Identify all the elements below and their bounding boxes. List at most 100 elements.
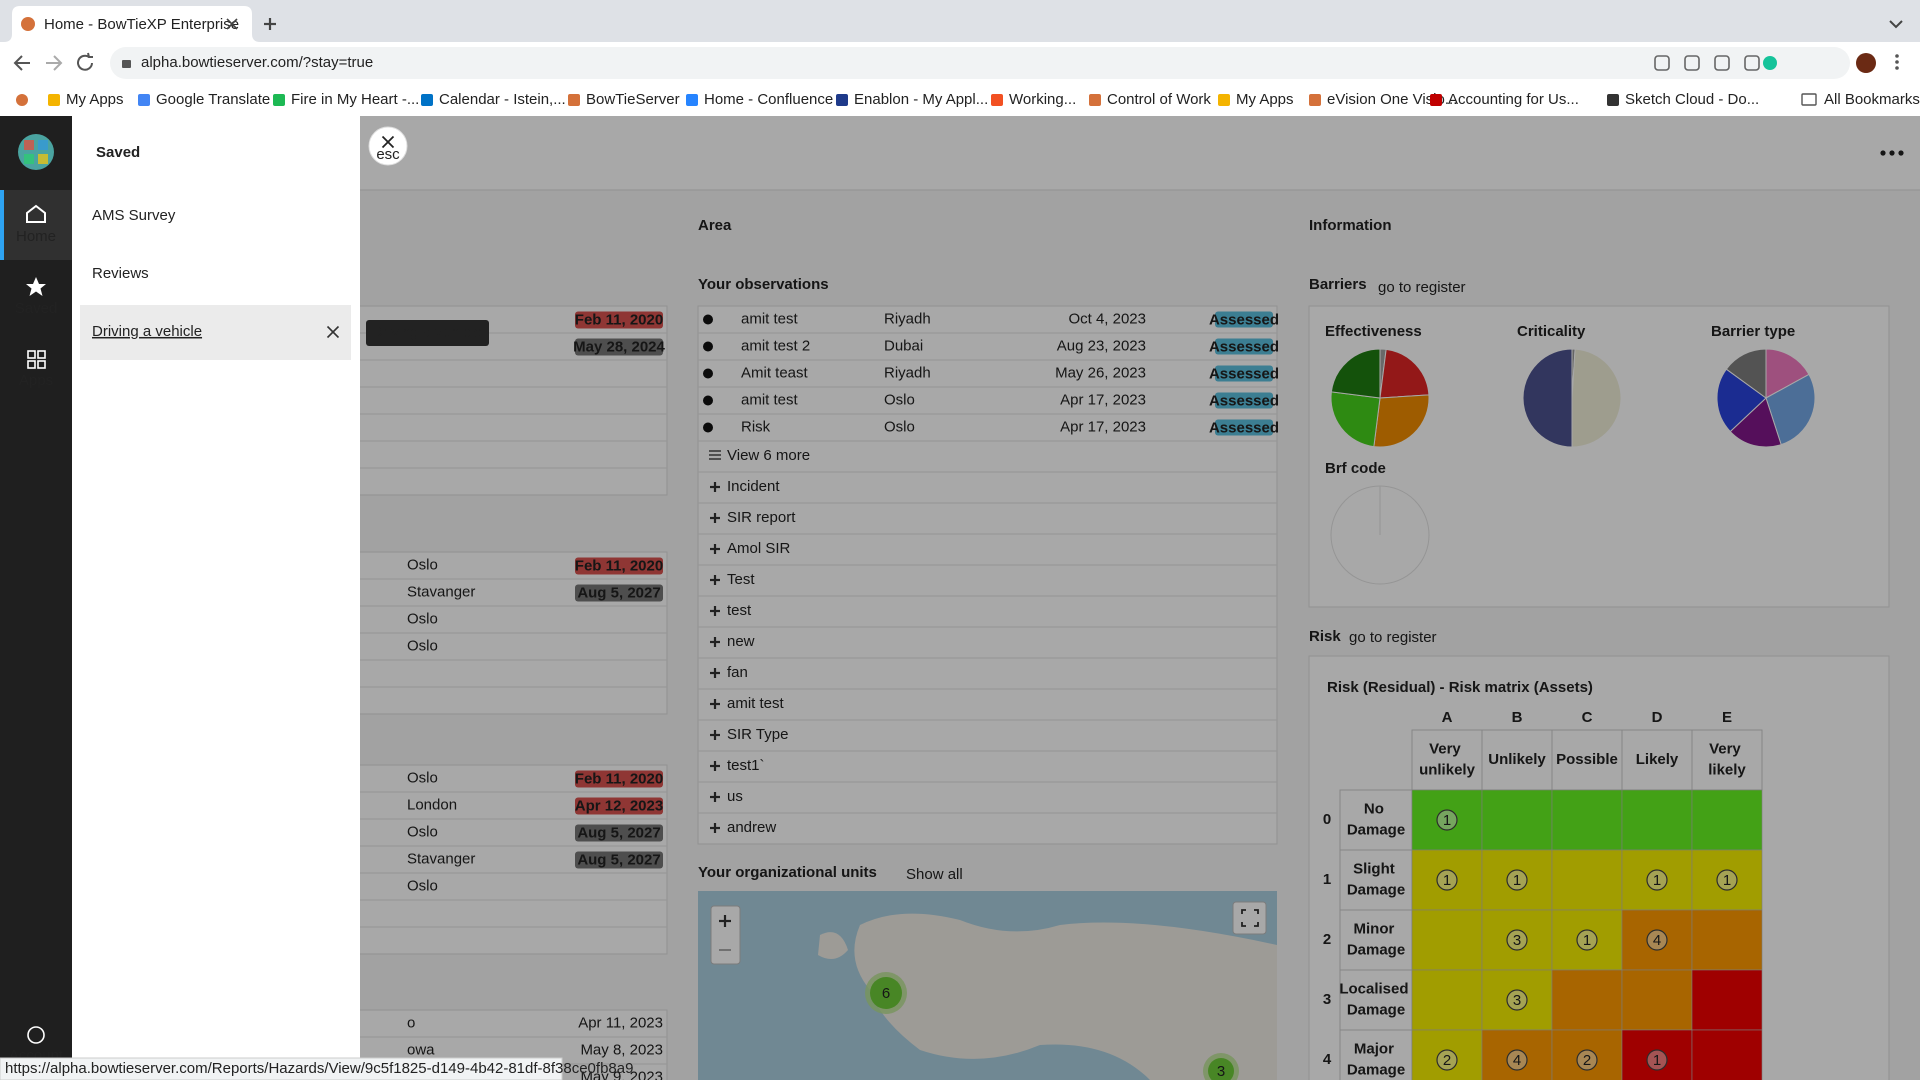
matrix-cell <box>1691 969 1763 1031</box>
bookmark[interactable]: Working... <box>1009 91 1076 108</box>
bookmark[interactable]: My Apps <box>66 91 124 108</box>
add-item[interactable]: test1` <box>727 757 765 774</box>
matrix-cell <box>1551 969 1623 1031</box>
row-location: Stavanger <box>407 583 475 600</box>
bookmark[interactable]: Control of Work <box>1107 91 1211 108</box>
observation-location: Riyadh <box>884 364 931 381</box>
zoom-control <box>710 905 741 965</box>
close-icon <box>381 135 395 149</box>
count-badge <box>1576 1049 1598 1071</box>
bookmark-icon <box>1607 94 1619 106</box>
observation-date: Oct 4, 2023 <box>1068 310 1146 327</box>
add-item[interactable]: amit test <box>727 695 785 712</box>
bookmark[interactable]: Google Translate <box>156 91 270 108</box>
subsection-title: Risk <box>1309 628 1341 645</box>
count-text[interactable]: 3 <box>1513 992 1521 1009</box>
toolbar-icon <box>1684 55 1700 71</box>
register-link[interactable]: go to register <box>1349 629 1437 646</box>
count-badge <box>1646 869 1668 891</box>
close-button[interactable] <box>368 126 408 166</box>
observation-link[interactable]: Risk <box>741 418 771 435</box>
count-text[interactable]: 1 <box>1653 872 1661 889</box>
count-text[interactable]: 1 <box>1443 812 1451 829</box>
bookmark[interactable]: Sketch Cloud - Do... <box>1625 91 1759 108</box>
count-text[interactable]: 1 <box>1513 872 1521 889</box>
row-label: No Damage <box>1347 800 1405 838</box>
add-item[interactable]: Amol SIR <box>727 540 791 557</box>
observation-link[interactable]: Amit teast <box>741 364 809 381</box>
active-tab <box>4 6 260 42</box>
observation-link[interactable]: amit test <box>741 310 799 327</box>
reload-icon <box>77 52 93 71</box>
register-link[interactable]: go to register <box>1378 279 1466 296</box>
row-index: 2 <box>1323 931 1331 948</box>
date-badge <box>575 824 663 842</box>
observation-link[interactable]: amit test <box>741 391 799 408</box>
add-item[interactable]: andrew <box>727 819 776 836</box>
saved-item[interactable]: AMS Survey <box>92 207 176 224</box>
bookmark[interactable]: Fire in My Heart -... <box>291 91 419 108</box>
view-more[interactable]: View 6 more <box>727 447 810 464</box>
logo <box>18 134 54 170</box>
count-text[interactable]: 1 <box>1443 872 1451 889</box>
bookmark[interactable]: Home - Confluence <box>704 91 833 108</box>
logo-tile <box>38 140 48 150</box>
add-item[interactable]: fan <box>727 664 748 681</box>
row-date: May 8, 2023 <box>580 1041 663 1058</box>
add-item[interactable]: test <box>727 602 752 619</box>
add-item[interactable]: Test <box>727 571 755 588</box>
add-item[interactable]: new <box>727 633 755 650</box>
saved-item[interactable]: Driving a vehicle <box>92 323 202 340</box>
bookmark-folder[interactable]: All Bookmarks <box>1824 91 1920 108</box>
count-text[interactable]: 2 <box>1443 1052 1451 1069</box>
bookmark[interactable]: Accounting for Us... <box>1448 91 1579 108</box>
pie-slice <box>1330 348 1381 399</box>
logo-tile <box>38 154 48 164</box>
row-location: London <box>407 796 457 813</box>
bookmark[interactable]: BowTieServer <box>586 91 680 108</box>
add-item[interactable]: Incident <box>727 478 780 495</box>
row-header <box>1339 1029 1413 1080</box>
section-title: Information <box>1309 217 1392 234</box>
count-text[interactable]: 1 <box>1583 932 1591 949</box>
column-label: Possible <box>1556 751 1618 768</box>
pie-title: Barrier type <box>1711 323 1795 340</box>
bookmark[interactable]: Enablon - My Appl... <box>854 91 988 108</box>
subsection-title: Barriers <box>1309 276 1367 293</box>
status-badge <box>1215 392 1273 409</box>
date-badge <box>575 311 663 329</box>
apps-icon <box>27 350 36 359</box>
nav-label[interactable]: Saved <box>15 300 58 317</box>
row-header <box>1339 969 1413 1031</box>
count-text[interactable]: 3 <box>1513 932 1521 949</box>
add-item[interactable]: us <box>727 788 743 805</box>
saved-item[interactable]: Reviews <box>92 265 149 282</box>
add-item[interactable]: SIR report <box>727 509 796 526</box>
map-cluster-count[interactable]: 6 <box>882 985 890 1002</box>
nav-label[interactable]: Home <box>16 228 56 245</box>
logo-tile <box>24 154 34 164</box>
more-dot <box>1898 150 1904 156</box>
count-text[interactable]: 2 <box>1583 1052 1591 1069</box>
bookmark-icon <box>273 94 285 106</box>
count-text[interactable]: 4 <box>1653 932 1661 949</box>
nav-label[interactable]: Apps <box>19 372 53 389</box>
count-text[interactable]: 1 <box>1723 872 1731 889</box>
pie-slice <box>1379 348 1430 399</box>
bookmark[interactable]: My Apps <box>1236 91 1294 108</box>
url: alpha.bowtieserver.com/?stay=true <box>141 54 373 71</box>
bookmark[interactable]: eVision One Visio... <box>1327 91 1457 108</box>
map-land <box>818 932 848 959</box>
bookmark[interactable]: Calendar - Istein,... <box>439 91 566 108</box>
status-badge-text: Assessed <box>1209 419 1279 436</box>
show-all-link[interactable]: Show all <box>906 866 963 883</box>
count-text[interactable]: 1 <box>1653 1052 1661 1069</box>
observation-link[interactable]: amit test 2 <box>741 337 810 354</box>
subsection-title: Your organizational units <box>698 864 877 881</box>
add-item[interactable]: SIR Type <box>727 726 788 743</box>
count-text[interactable]: 4 <box>1513 1052 1521 1069</box>
map-cluster-count[interactable]: 3 <box>1217 1063 1225 1080</box>
row-location: owa <box>407 1041 435 1058</box>
apps-icon <box>37 360 46 369</box>
